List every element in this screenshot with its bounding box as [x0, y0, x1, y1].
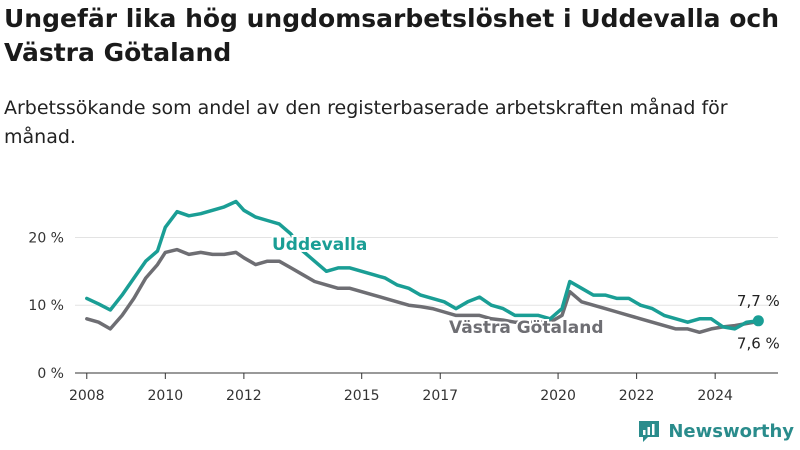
- end-value-label-uddevalla: 7,7 %: [737, 292, 780, 310]
- x-tick-label: 2017: [422, 388, 458, 404]
- newsworthy-logo[interactable]: Newsworthy: [636, 418, 794, 444]
- x-tick-label: 2008: [69, 388, 105, 404]
- end-value-label-vastra-gotaland: 7,6 %: [737, 334, 780, 352]
- chart-subtitle: Arbetssökande som andel av den registerb…: [4, 97, 728, 148]
- x-tick-label: 2022: [619, 388, 655, 404]
- series-line-vastra-gotaland: [85, 247, 761, 335]
- x-tick-label: 2020: [540, 388, 576, 404]
- series-line-uddevalla: [85, 199, 761, 331]
- x-tick-label: 2015: [344, 388, 380, 404]
- chart-title: Ungefär lika hög ungdomsarbetslöshet i U…: [4, 4, 780, 67]
- newsworthy-logo-text: Newsworthy: [668, 420, 794, 442]
- newsworthy-logo-icon: [639, 421, 660, 442]
- series-label-uddevalla: Uddevalla: [272, 235, 367, 255]
- series-label-vastra-gotaland: Västra Götaland: [449, 318, 604, 338]
- x-tick-label: 2012: [226, 388, 262, 404]
- y-tick-label: 20 %: [28, 230, 64, 246]
- y-tick-label: 0 %: [37, 366, 64, 382]
- x-tick-label: 2010: [148, 388, 184, 404]
- y-tick-label: 10 %: [28, 298, 64, 314]
- x-tick-label: 2024: [697, 388, 733, 404]
- end-point-uddevalla: [752, 315, 764, 327]
